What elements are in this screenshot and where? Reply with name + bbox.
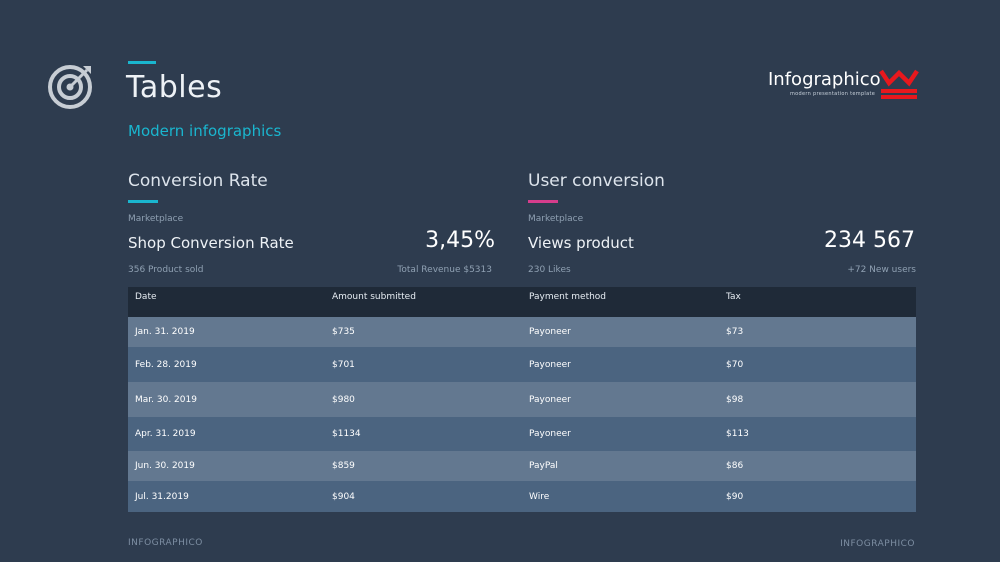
cell-amount: $735 <box>332 327 355 337</box>
cell-payment-method: Payoneer <box>529 394 571 405</box>
table-row: Apr. 31. 2019 $1134 Payoneer $113 <box>128 417 916 451</box>
column-header-tax: Tax <box>726 292 741 302</box>
metric-value: 3,45% <box>425 228 495 253</box>
table-row: Jan. 31. 2019 $735 Payoneer $73 <box>128 317 916 347</box>
target-icon <box>48 65 92 109</box>
table-row: Jul. 31.2019 $904 Wire $90 <box>128 481 916 512</box>
footnote-left: 356 Product sold <box>128 265 204 275</box>
section-category: Marketplace <box>528 214 584 224</box>
cell-amount: $1134 <box>332 429 361 439</box>
section-title-user-conversion: User conversion <box>528 171 665 191</box>
footnote-left: 230 Likes <box>528 265 571 275</box>
cell-payment-method: PayPal <box>529 461 558 471</box>
section-accent-line <box>528 200 558 203</box>
footer-right: INFOGRAPHICO <box>840 539 915 549</box>
cell-tax: $70 <box>726 359 744 370</box>
brand: Infographico modern presentation templat… <box>768 69 881 98</box>
section-title-conversion-rate: Conversion Rate <box>128 171 268 191</box>
payments-table: Date Amount submitted Payment method Tax… <box>128 287 916 512</box>
table-row: Jun. 30. 2019 $859 PayPal $86 <box>128 451 916 481</box>
table-row: Feb. 28. 2019 $701 Payoneer $70 <box>128 347 916 382</box>
cell-tax: $90 <box>726 491 744 502</box>
cell-date: Jun. 30. 2019 <box>135 461 195 471</box>
cell-amount: $701 <box>332 359 355 370</box>
column-header-payment-method: Payment method <box>529 292 607 302</box>
cell-date: Feb. 28. 2019 <box>135 359 197 370</box>
page-subtitle: Modern infographics <box>128 122 282 140</box>
metric-label: Views product <box>528 234 634 252</box>
cell-tax: $73 <box>726 327 744 337</box>
metric-value: 234 567 <box>824 228 915 253</box>
page-title: Tables <box>126 70 223 105</box>
table-header: Date Amount submitted Payment method Tax <box>128 287 916 317</box>
column-header-amount: Amount submitted <box>332 292 416 302</box>
cell-amount: $859 <box>332 461 355 471</box>
cell-payment-method: Payoneer <box>529 327 571 337</box>
brand-tagline: modern presentation template <box>790 91 876 97</box>
cell-tax: $86 <box>726 461 744 471</box>
cell-payment-method: Wire <box>529 491 550 502</box>
cell-date: Jul. 31.2019 <box>135 491 189 502</box>
brand-name: Infographico <box>768 69 881 90</box>
cell-date: Apr. 31. 2019 <box>135 429 196 439</box>
footer-left: INFOGRAPHICO <box>128 538 203 548</box>
footnote-right: +72 New users <box>847 265 916 275</box>
cell-payment-method: Payoneer <box>529 359 571 370</box>
brand-logo-icon <box>879 69 919 99</box>
table-row: Mar. 30. 2019 $980 Payoneer $98 <box>128 382 916 417</box>
cell-tax: $98 <box>726 394 744 405</box>
cell-amount: $904 <box>332 491 355 502</box>
cell-date: Mar. 30. 2019 <box>135 394 197 405</box>
cell-payment-method: Payoneer <box>529 429 571 439</box>
metric-label: Shop Conversion Rate <box>128 234 294 252</box>
cell-tax: $113 <box>726 429 749 439</box>
cell-date: Jan. 31. 2019 <box>135 327 195 337</box>
column-header-date: Date <box>135 292 157 302</box>
section-category: Marketplace <box>128 214 184 224</box>
footnote-right: Total Revenue $5313 <box>397 265 492 275</box>
title-accent-line <box>128 61 156 64</box>
section-accent-line <box>128 200 158 203</box>
cell-amount: $980 <box>332 394 355 405</box>
